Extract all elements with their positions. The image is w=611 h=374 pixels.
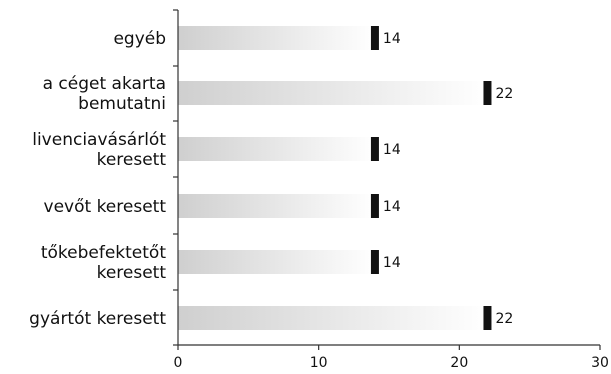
category-label-4: tőkebefektetőt keresett	[41, 243, 167, 283]
category-label-3: vevőt keresett	[44, 197, 167, 217]
bar-0	[178, 26, 375, 50]
bar-1	[178, 81, 488, 105]
bar-end-marker-5	[483, 306, 492, 330]
x-tick-label-3: 30	[591, 355, 609, 371]
bar-end-marker-3	[370, 194, 379, 218]
bar-3	[178, 194, 375, 218]
axes-group	[173, 9, 601, 350]
x-tick-label-2: 20	[450, 355, 468, 371]
labels-group: 14 egyéb 22 a céget akarta bemutatni 14 livenc…	[29, 29, 609, 371]
bar-4	[178, 250, 375, 274]
category-label-1: a céget akarta bemutatni	[43, 74, 166, 114]
bar-end-marker-2	[370, 137, 379, 161]
bar-5	[178, 306, 488, 330]
category-label-5: gyártót keresett	[29, 309, 166, 329]
bars-group	[178, 26, 492, 330]
data-label-4: 14	[383, 255, 401, 271]
bar-end-marker-4	[370, 250, 379, 274]
data-label-3: 14	[383, 199, 401, 215]
category-label-0: egyéb	[113, 29, 166, 49]
x-tick-label-0: 0	[174, 355, 183, 371]
data-label-2: 14	[383, 142, 401, 158]
data-label-1: 22	[495, 86, 513, 102]
bar-2	[178, 137, 375, 161]
data-label-0: 14	[383, 31, 401, 47]
bar-end-marker-1	[483, 81, 492, 105]
bar-end-marker-0	[370, 26, 379, 50]
x-tick-label-1: 10	[310, 355, 328, 371]
category-label-2: livenciavásárlót keresett	[32, 130, 166, 170]
data-label-5: 22	[495, 311, 513, 327]
